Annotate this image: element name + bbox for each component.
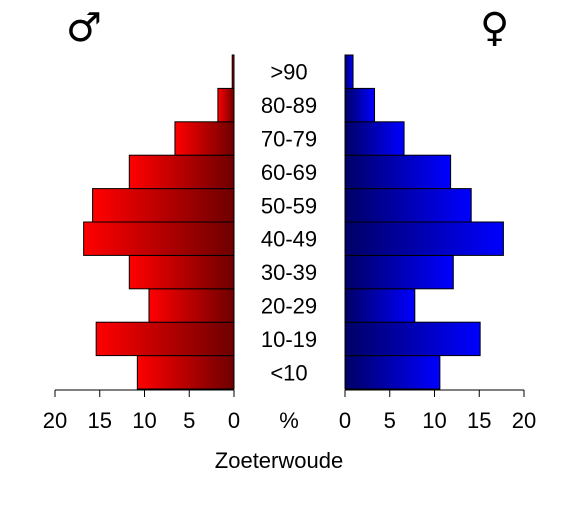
- male-bar: [174, 121, 235, 156]
- age-group-label: 40-49: [261, 227, 317, 252]
- male-bar: [231, 54, 235, 89]
- male-symbol: ♂: [66, 5, 102, 51]
- unit-label: %: [279, 408, 299, 433]
- right-x-axis: 0 5 10 15 20: [339, 389, 536, 433]
- axis-tick-label: 10: [132, 408, 156, 433]
- male-bar: [217, 87, 235, 123]
- female-bar: [344, 87, 376, 123]
- female-bars: [344, 54, 504, 390]
- male-bars: [83, 54, 235, 390]
- age-group-label: 80-89: [261, 93, 317, 118]
- female-bar: [344, 121, 405, 156]
- male-bar: [95, 321, 235, 357]
- axis-tick-label: 10: [422, 408, 446, 433]
- axis-tick-label: 5: [183, 408, 195, 433]
- female-bar: [344, 188, 472, 223]
- left-x-axis: 20 15 10 5 0: [43, 389, 240, 433]
- age-group-label: 10-19: [261, 327, 317, 352]
- female-bar: [344, 288, 416, 323]
- age-group-label: 20-29: [261, 294, 317, 319]
- age-group-label: 50-59: [261, 193, 317, 218]
- female-bar: [344, 154, 452, 190]
- age-group-label: 30-39: [261, 260, 317, 285]
- female-bar: [344, 221, 504, 256]
- female-bar: [344, 54, 354, 89]
- female-symbol: ♀: [480, 5, 510, 51]
- axis-tick-label: 15: [467, 408, 491, 433]
- age-group-label: >90: [270, 60, 307, 85]
- axis-tick-label: 0: [228, 408, 240, 433]
- axis-tick-label: 5: [384, 408, 396, 433]
- age-group-labels: <10 10-19 20-29 30-39 40-49 50-59 60-69 70-79 80…: [261, 60, 317, 386]
- male-bar: [136, 355, 235, 390]
- male-bar: [92, 188, 235, 223]
- male-bar: [128, 154, 235, 190]
- male-bar: [128, 254, 235, 290]
- male-bar: [83, 221, 235, 256]
- axis-tick-label: 20: [43, 408, 67, 433]
- male-bar: [148, 288, 235, 323]
- axis-tick-label: 15: [88, 408, 112, 433]
- axis-tick-label: 0: [339, 408, 351, 433]
- age-group-label: 70-79: [261, 127, 317, 152]
- female-bar: [344, 321, 481, 357]
- chart-title: Zoeterwoude: [215, 448, 343, 473]
- age-group-label: 60-69: [261, 160, 317, 185]
- age-group-label: <10: [270, 360, 307, 385]
- axis-tick-label: 20: [512, 408, 536, 433]
- female-bar: [344, 355, 441, 390]
- female-bar: [344, 254, 454, 290]
